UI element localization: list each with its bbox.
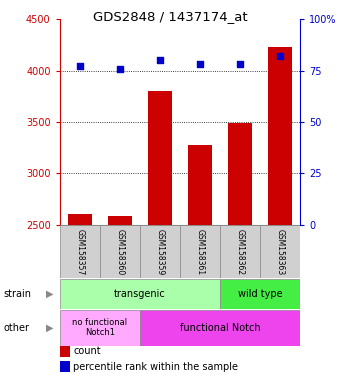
Bar — [220, 279, 300, 309]
Point — [157, 57, 163, 63]
Bar — [100, 225, 140, 278]
Bar — [260, 225, 300, 278]
Bar — [220, 225, 260, 278]
Text: GSM158360: GSM158360 — [115, 229, 124, 275]
Text: transgenic: transgenic — [114, 289, 166, 299]
Text: ▶: ▶ — [46, 323, 53, 333]
Bar — [60, 310, 140, 346]
Text: count: count — [73, 346, 101, 356]
Bar — [148, 91, 172, 225]
Text: GSM158361: GSM158361 — [195, 229, 204, 275]
Text: GSM158363: GSM158363 — [276, 229, 284, 275]
Bar — [188, 144, 212, 225]
Point — [117, 65, 122, 71]
Text: GSM158357: GSM158357 — [75, 229, 84, 275]
Bar — [268, 47, 292, 225]
Text: GSM158359: GSM158359 — [155, 229, 164, 275]
Bar — [108, 217, 132, 225]
Point — [277, 53, 283, 59]
Bar — [180, 225, 220, 278]
Text: wild type: wild type — [238, 289, 282, 299]
Point — [77, 63, 83, 70]
Point — [237, 61, 243, 68]
Text: GSM158362: GSM158362 — [236, 229, 244, 275]
Text: strain: strain — [3, 289, 31, 299]
Bar — [60, 225, 100, 278]
Bar — [68, 214, 92, 225]
Text: ▶: ▶ — [46, 289, 53, 299]
Text: no functional
Notch1: no functional Notch1 — [72, 318, 127, 338]
Bar — [228, 123, 252, 225]
Text: functional Notch: functional Notch — [180, 323, 260, 333]
Text: other: other — [3, 323, 29, 333]
Text: percentile rank within the sample: percentile rank within the sample — [73, 362, 238, 372]
Point — [197, 61, 203, 68]
Text: GDS2848 / 1437174_at: GDS2848 / 1437174_at — [93, 10, 248, 23]
Bar — [60, 279, 220, 309]
Bar — [140, 310, 300, 346]
Bar — [140, 225, 180, 278]
